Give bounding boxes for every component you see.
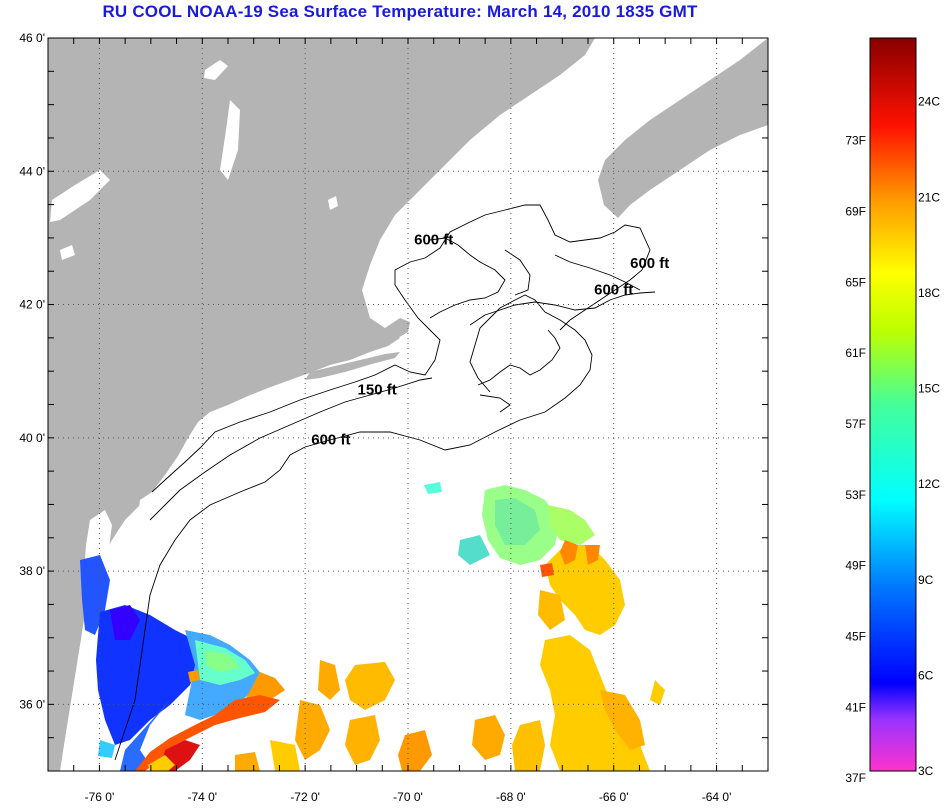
gridlines (48, 37, 768, 771)
colorbar-fahrenheit-label: 37F (845, 771, 866, 785)
colorbar-fahrenheit-label: 57F (845, 417, 866, 431)
colorbar-celsius-label: 3C (918, 764, 934, 778)
lon-tick-label: -66 0' (599, 790, 629, 804)
colorbar-celsius-label: 18C (918, 286, 940, 300)
colorbar-fahrenheit-label: 61F (845, 346, 866, 360)
lon-tick-label: -70 0' (393, 790, 423, 804)
colorbar-celsius-label: 12C (918, 477, 940, 491)
bathymetry-contours (114, 204, 656, 761)
lon-tick-label: -64 0' (702, 790, 732, 804)
lake (204, 60, 228, 80)
colorbar-fahrenheit-label: 45F (845, 629, 866, 643)
lat-tick-label: 38 0' (19, 564, 45, 578)
colorbar-celsius-label: 6C (918, 668, 934, 682)
map-title: RU COOL NOAA-19 Sea Surface Temperature:… (102, 2, 698, 21)
land-mass (48, 38, 595, 771)
cape-cod (385, 318, 410, 338)
long-island (305, 352, 400, 380)
lat-tick-label: 46 0' (19, 31, 45, 45)
colorbar-fahrenheit-label: 49F (845, 559, 866, 573)
lake (220, 100, 240, 180)
colorbar-fahrenheit-label: 73F (845, 134, 866, 148)
sst-imagery (80, 482, 665, 771)
lon-tick-label: -68 0' (496, 790, 526, 804)
contour-label: 150 ft (358, 382, 397, 399)
contour-label: 600 ft (630, 255, 669, 272)
colorbar-celsius-label: 15C (918, 382, 940, 396)
colorbar-fahrenheit-label: 69F (845, 205, 866, 219)
lat-tick-label: 42 0' (19, 298, 45, 312)
colorbar-celsius-label: 24C (918, 95, 940, 109)
colorbar-celsius-label: 9C (918, 573, 934, 587)
lon-tick-label: -74 0' (187, 790, 217, 804)
contour-label: 600 ft (414, 232, 453, 249)
colorbar: 73F 69F 65F 61F 57F 53F 49F 45F 41F 37F 24C 21C 18C… (845, 37, 940, 785)
colorbar-fahrenheit-label: 41F (845, 700, 866, 714)
contour-label: 600 ft (311, 431, 350, 448)
lat-tick-label: 44 0' (19, 164, 45, 178)
lake (50, 170, 110, 222)
lon-tick-label: -72 0' (290, 790, 320, 804)
contour-label: 600 ft (594, 282, 633, 299)
contour-labels: 600 ft 600 ft 600 ft 150 ft 600 ft (311, 232, 669, 449)
lake (328, 196, 338, 210)
delaware-bay (136, 492, 160, 545)
lat-tick-label: 40 0' (19, 431, 45, 445)
colorbar-fahrenheit-label: 65F (845, 275, 866, 289)
colorbar-celsius-label: 21C (918, 190, 940, 204)
nova-scotia (598, 38, 768, 218)
colorbar-gradient (869, 37, 917, 772)
colorbar-fahrenheit-label: 53F (845, 488, 866, 502)
lat-tick-label: 36 0' (19, 697, 45, 711)
map-axes: 46 0' 44 0' 42 0' 40 0' 38 0' 36 0' -76 0' -74 … (19, 31, 769, 804)
lake (60, 245, 75, 260)
lon-tick-label: -76 0' (85, 790, 115, 804)
